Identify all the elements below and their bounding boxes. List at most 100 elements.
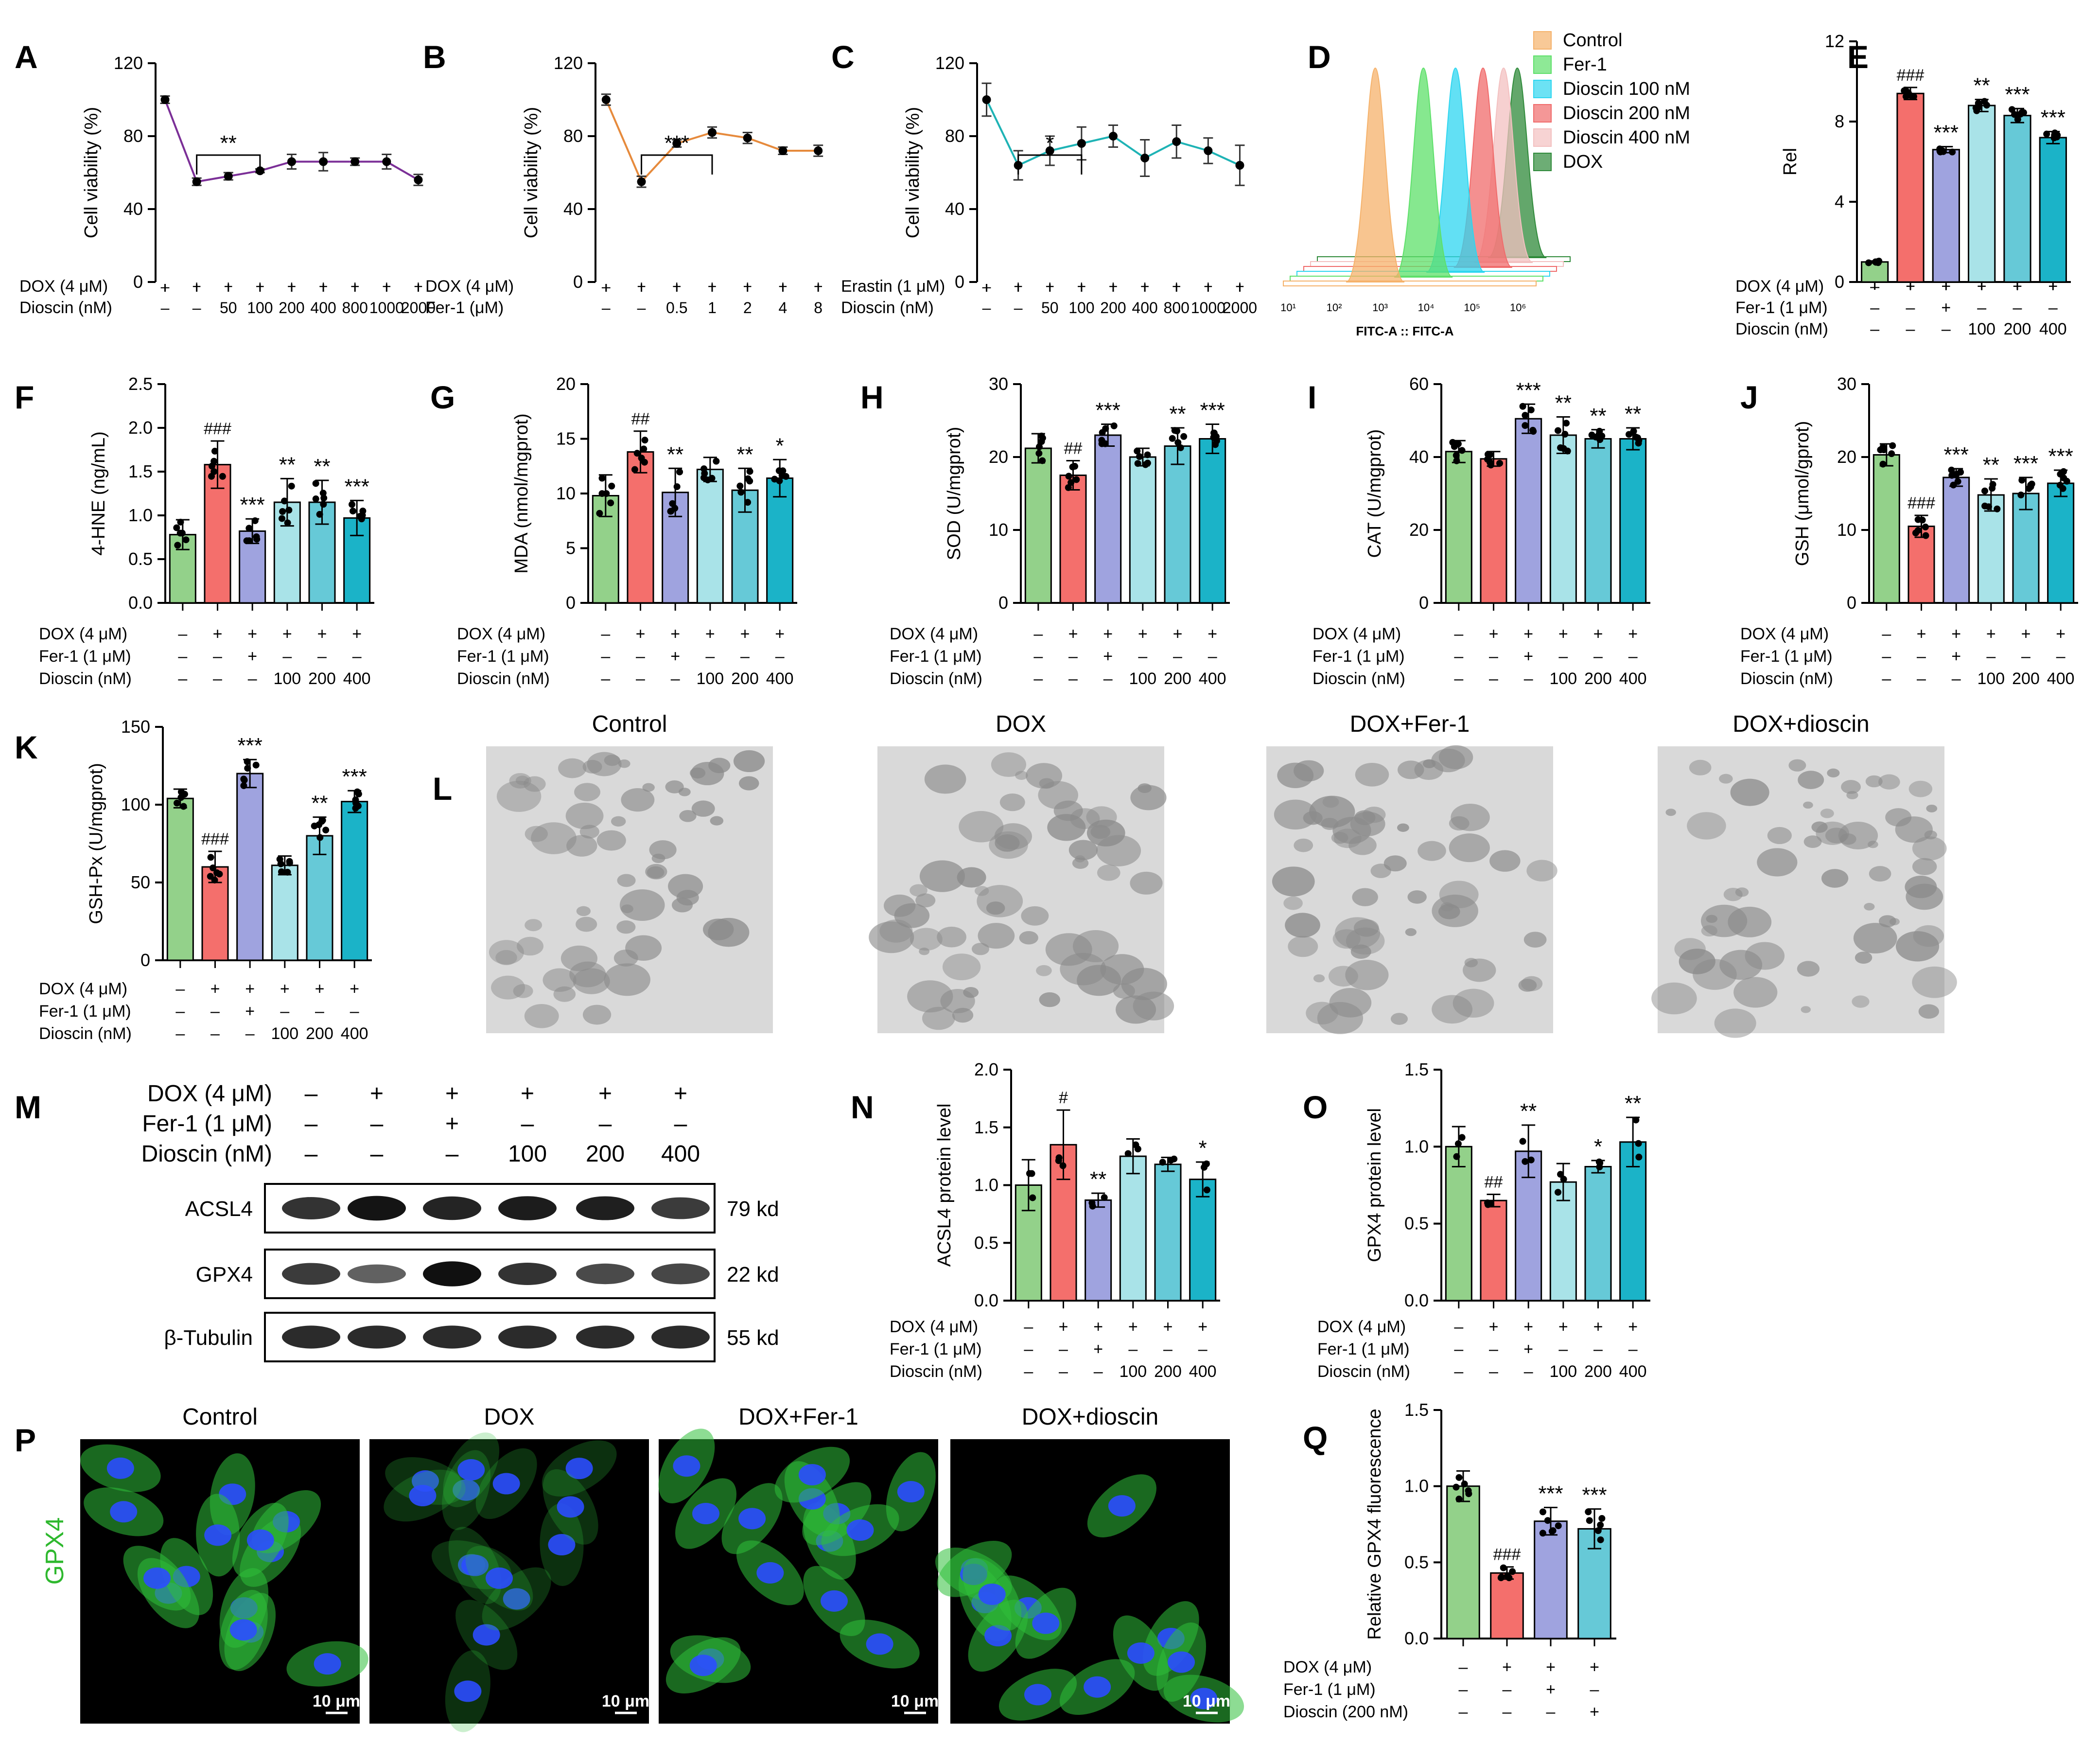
y-tick-label: 5 bbox=[566, 538, 576, 558]
row-cell: + bbox=[1986, 625, 1996, 643]
chart-Q: Q 0.0 0.5 1.0 1.5 Relative GPX4 fluorescence #… bbox=[1283, 1400, 1616, 1721]
row-cell: 100 bbox=[1549, 1362, 1577, 1381]
row-cell: – bbox=[1489, 1340, 1498, 1358]
row-cell: + bbox=[1593, 625, 1603, 643]
row-cell: + bbox=[280, 980, 290, 998]
row-cell: – bbox=[210, 1024, 220, 1043]
row-cell: – bbox=[1033, 625, 1043, 643]
bar bbox=[1446, 1485, 1480, 1639]
row-cell: + bbox=[317, 625, 327, 643]
row-cell: – bbox=[1870, 320, 1879, 338]
replicate-dot bbox=[1144, 459, 1151, 467]
row-cell: + bbox=[1163, 1318, 1173, 1336]
sig-bracket bbox=[196, 154, 261, 175]
panel-letter-P: P bbox=[15, 1422, 36, 1458]
organelle bbox=[1855, 952, 1872, 964]
organelle bbox=[1036, 965, 1052, 976]
row-cell: – bbox=[1208, 647, 1217, 666]
y-tick-label: 0 bbox=[566, 593, 576, 613]
replicate-dot bbox=[631, 466, 638, 473]
blot-band bbox=[348, 1325, 406, 1349]
legend-swatch bbox=[1533, 31, 1552, 50]
nucleus bbox=[1190, 1688, 1218, 1710]
replicate-dot bbox=[279, 515, 286, 522]
nucleus bbox=[461, 1554, 489, 1576]
organelle bbox=[1864, 903, 1875, 911]
row-label: Fer-1 (1 μM) bbox=[142, 1111, 272, 1137]
replicate-dot bbox=[177, 518, 184, 526]
replicate-dot bbox=[1539, 1530, 1546, 1537]
organelle bbox=[1019, 931, 1038, 945]
sig-label: ** bbox=[311, 792, 328, 815]
tem-image bbox=[1651, 746, 1957, 1038]
replicate-dot bbox=[354, 788, 361, 795]
row-cell: – bbox=[350, 1002, 359, 1021]
y-tick-label: 0 bbox=[955, 272, 964, 292]
sig-label: ### bbox=[1908, 494, 1935, 512]
organelle bbox=[708, 917, 750, 947]
row-cell: 1000 bbox=[1191, 299, 1225, 317]
band-name: β-Tubulin bbox=[164, 1326, 253, 1350]
y-tick-label: 20 bbox=[1409, 520, 1429, 540]
data-point bbox=[287, 157, 296, 166]
organelle bbox=[596, 830, 626, 851]
row-cell: + bbox=[1628, 1318, 1638, 1336]
row-label: Fer-1 (1 μM) bbox=[890, 647, 982, 666]
organelle bbox=[1294, 760, 1324, 782]
nucleus bbox=[1084, 1676, 1111, 1698]
row-cell: 400 bbox=[1619, 670, 1647, 688]
bar bbox=[1932, 149, 1960, 283]
replicate-dot bbox=[1144, 451, 1151, 458]
legend-label: Dioscin 200 nM bbox=[1563, 103, 1690, 123]
bar bbox=[1480, 1199, 1507, 1302]
organelle bbox=[1816, 821, 1850, 845]
row-cell: – bbox=[175, 1024, 185, 1043]
row-cell: – bbox=[1489, 1362, 1498, 1381]
row-cell: – bbox=[1024, 1340, 1033, 1358]
row-cell: – bbox=[1454, 625, 1463, 643]
organelle bbox=[1701, 925, 1717, 937]
organelle bbox=[1407, 890, 1427, 904]
organelle bbox=[525, 919, 542, 932]
organelle bbox=[1451, 803, 1490, 831]
data-point bbox=[778, 146, 788, 155]
row-cell: – bbox=[636, 670, 645, 688]
row-cell: 800 bbox=[342, 299, 368, 317]
y-tick-label: 50 bbox=[131, 872, 150, 892]
data-point bbox=[319, 157, 328, 166]
replicate-dot bbox=[607, 499, 614, 507]
y-axis-label: GSH (μmol/gprot) bbox=[1792, 421, 1813, 566]
replicate-dot bbox=[208, 473, 215, 480]
organelle bbox=[1865, 775, 1883, 788]
row-cell: + bbox=[1059, 1318, 1068, 1336]
organelle bbox=[974, 886, 989, 896]
replicate-dot bbox=[1098, 437, 1105, 444]
legend-swatch bbox=[1533, 80, 1552, 98]
row-cell: 100 bbox=[1977, 670, 2005, 688]
replicate-dot bbox=[1509, 1568, 1516, 1575]
row-cell: + bbox=[1093, 1318, 1103, 1336]
row-label: Dioscin (nM) bbox=[1317, 1362, 1410, 1381]
organelle bbox=[879, 919, 913, 943]
fluor-image: 10 μm bbox=[80, 1439, 368, 1724]
organelle bbox=[1651, 982, 1697, 1015]
bar bbox=[1549, 434, 1577, 604]
row-cell: – bbox=[317, 647, 327, 666]
row-cell: – bbox=[1454, 1340, 1463, 1358]
row-cell: – bbox=[213, 670, 222, 688]
panel-letter-K: K bbox=[15, 729, 38, 765]
replicate-dot bbox=[1936, 145, 1943, 153]
row-cell: – bbox=[671, 670, 680, 688]
organelle bbox=[1719, 774, 1733, 784]
legend-swatch bbox=[1533, 55, 1552, 74]
replicate-dot bbox=[713, 458, 720, 465]
replicate-dot bbox=[180, 803, 187, 810]
panel-letter-G: G bbox=[430, 379, 455, 415]
row-cell: – bbox=[1014, 299, 1023, 317]
replicate-dot bbox=[1035, 443, 1043, 450]
bar bbox=[1908, 526, 1935, 604]
legend-swatch bbox=[1533, 128, 1552, 147]
sig-bracket bbox=[1017, 154, 1083, 175]
